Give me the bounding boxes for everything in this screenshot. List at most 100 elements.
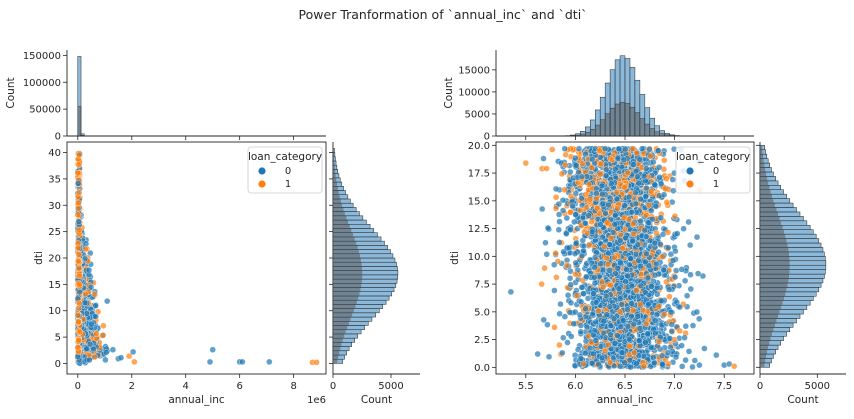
scatter-point-class-1 — [553, 274, 559, 280]
right-hist-bar-class-1 — [333, 271, 362, 275]
scatter-point-class-0 — [630, 238, 636, 244]
scatter-point-class-0 — [668, 309, 674, 315]
scatter-point-class-0 — [118, 355, 124, 361]
scatter-point-class-1 — [76, 338, 82, 344]
scatter-point-class-0 — [596, 361, 602, 367]
scatter-point-class-0 — [110, 347, 116, 353]
x-tick-label: 7.5 — [716, 381, 732, 392]
scatter-point-class-0 — [695, 271, 701, 277]
right-hist-bar-class-1 — [333, 191, 339, 195]
scatter-point-class-0 — [634, 174, 640, 180]
right-hist-x-tick-label: 5000 — [805, 381, 830, 392]
scatter-point-class-0 — [570, 203, 576, 209]
right-hist-bar-class-1 — [333, 245, 358, 249]
scatter-point-class-0 — [556, 239, 562, 245]
scatter-point-class-1 — [75, 345, 81, 351]
right-hist-bar-class-1 — [760, 345, 768, 349]
y-tick-label: 30 — [48, 201, 61, 212]
scatter-point-class-0 — [658, 181, 664, 187]
top-hist-bar-class-1 — [590, 129, 595, 136]
legend-title: loan_category — [676, 151, 750, 163]
scatter-point-class-0 — [674, 231, 680, 237]
top-hist-y-tick-label: 0 — [484, 132, 490, 143]
scatter-point-class-1 — [75, 245, 81, 251]
right-hist-bar-class-1 — [760, 265, 790, 269]
legend-title: loan_category — [248, 151, 322, 163]
legend-marker-0 — [258, 167, 265, 174]
right-hist-bar-class-1 — [760, 203, 775, 207]
scatter-point-class-1 — [556, 342, 562, 348]
legend-marker-1 — [686, 180, 693, 187]
scatter-point-class-0 — [626, 194, 632, 200]
right-hist-bar-class-1 — [333, 157, 334, 161]
scatter-point-class-0 — [661, 192, 667, 198]
right-hist-bar-class-1 — [760, 150, 763, 154]
scatter-point-class-0 — [611, 316, 617, 322]
scatter-point-class-1 — [647, 153, 653, 159]
scatter-point-class-0 — [629, 209, 635, 215]
y-tick-label: 5 — [55, 333, 61, 344]
scatter-point-class-0 — [581, 291, 587, 297]
scatter-point-class-0 — [543, 240, 549, 246]
scatter-point-class-0 — [603, 210, 609, 216]
scatter-point-class-1 — [76, 200, 82, 206]
right-hist-bar-class-1 — [760, 145, 762, 149]
scatter-point-class-1 — [634, 150, 640, 156]
scatter-point-class-1 — [633, 288, 639, 294]
scatter-point-class-0 — [603, 167, 609, 173]
scatter-point-class-0 — [670, 258, 676, 264]
scatter-point-class-0 — [658, 215, 664, 221]
right-hist-bar-class-1 — [333, 174, 336, 178]
top-hist-bar-class-1 — [625, 103, 630, 136]
right-hist-bar-class-1 — [760, 287, 786, 291]
scatter-point-class-0 — [605, 202, 611, 208]
scatter-point-class-0 — [578, 299, 584, 305]
right-hist-bar-class-1 — [333, 220, 348, 224]
scatter-point-class-1 — [76, 252, 82, 258]
scatter-point-class-0 — [629, 313, 635, 319]
scatter-point-class-0 — [650, 355, 656, 361]
scatter-point-class-0 — [589, 229, 595, 235]
scatter-point-class-0 — [643, 166, 649, 172]
scatter-point-class-0 — [642, 227, 648, 233]
scatter-point-class-1 — [553, 194, 559, 200]
scatter-point-class-1 — [609, 157, 615, 163]
right-hist-bar-class-1 — [760, 185, 769, 189]
scatter-point-class-1 — [77, 273, 83, 279]
scatter-point-class-0 — [583, 274, 589, 280]
scatter-point-class-0 — [591, 274, 597, 280]
scatter-point-class-1 — [564, 262, 570, 268]
y-tick-label: 0.0 — [474, 363, 490, 374]
scatter-point-class-0 — [88, 284, 94, 290]
scatter-point-class-1 — [656, 304, 662, 310]
right-hist-x-tick-label: 0 — [757, 381, 763, 392]
scatter-point-class-0 — [650, 159, 656, 165]
right-hist-bar-class-1 — [333, 334, 344, 338]
right-hist-bar-class-1 — [333, 165, 335, 169]
scatter-point-class-1 — [640, 307, 646, 313]
scatter-point-class-0 — [581, 243, 587, 249]
scatter-point-class-0 — [612, 166, 618, 172]
right-hist-bar-class-1 — [333, 212, 345, 216]
top-hist-y-tick-label: 100000 — [23, 78, 61, 89]
scatter-point-class-0 — [599, 355, 605, 361]
scatter-point-class-0 — [684, 293, 690, 299]
scatter-point-class-1 — [539, 281, 545, 287]
x-tick-label: 8 — [290, 381, 296, 392]
top-hist-bar-class-1 — [650, 129, 655, 136]
right-hist-bar-class-1 — [333, 279, 362, 283]
scatter-point-class-0 — [681, 226, 687, 232]
scatter-point-class-1 — [92, 291, 98, 297]
scatter-point-class-0 — [567, 275, 573, 281]
scatter-point-class-0 — [658, 298, 664, 304]
scatter-point-class-0 — [591, 351, 597, 357]
scatter-point-class-0 — [651, 360, 657, 366]
right-hist-bar-class-1 — [760, 332, 772, 336]
scatter-point-class-0 — [625, 273, 631, 279]
right-hist-bar-class-1 — [760, 194, 772, 198]
right-hist-bar-class-1 — [760, 310, 780, 314]
scatter-point-class-1 — [579, 161, 585, 167]
